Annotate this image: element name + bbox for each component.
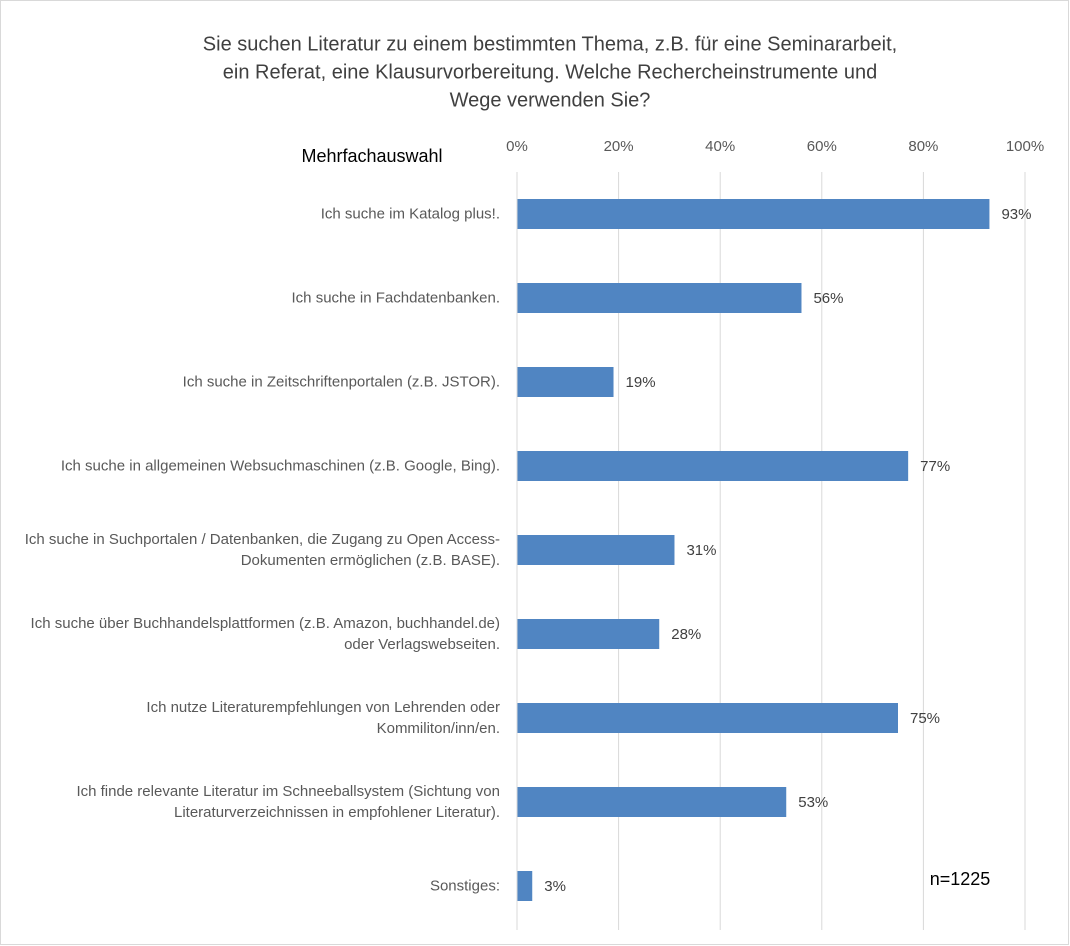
- value-label: 53%: [798, 794, 828, 811]
- category-label: Ich suche in Zeitschriftenportalen (z.B.…: [182, 373, 500, 391]
- subtitle: Mehrfachauswahl: [301, 146, 442, 166]
- category-label: Ich suche im Katalog plus!.: [320, 205, 500, 223]
- category-label: Sonstiges:: [429, 877, 500, 895]
- bar: [517, 199, 990, 229]
- x-tick-label: 0%: [506, 138, 528, 155]
- category-label: Ich suche über Buchhandelsplattformen (z…: [30, 615, 500, 653]
- x-tick-label: 100%: [1006, 138, 1044, 155]
- x-tick-label: 80%: [908, 138, 938, 155]
- bar: [517, 619, 660, 649]
- chart-title: Sie suchen Literatur zu einem bestimmten…: [203, 33, 897, 55]
- category-label: Ich suche in Suchportalen / Datenbanken,…: [24, 531, 500, 569]
- chart-title: ein Referat, eine Klausurvorbereitung. W…: [223, 61, 877, 83]
- value-label: 19%: [626, 374, 656, 391]
- bar: [517, 367, 614, 397]
- bar: [517, 787, 787, 817]
- category-label: Ich suche in Fachdatenbanken.: [291, 289, 500, 307]
- category-label: Ich nutze Literaturempfehlungen von Lehr…: [146, 699, 500, 737]
- chart-title: Wege verwenden Sie?: [450, 89, 651, 111]
- value-label: 31%: [686, 542, 716, 559]
- value-label: 77%: [920, 458, 950, 475]
- bar: [517, 703, 898, 733]
- bar: [517, 871, 533, 901]
- x-tick-label: 40%: [705, 138, 735, 155]
- x-tick-label: 20%: [604, 138, 634, 155]
- bar: [517, 283, 802, 313]
- value-label: 75%: [910, 710, 940, 727]
- value-label: 3%: [544, 878, 566, 895]
- x-tick-label: 60%: [807, 138, 837, 155]
- value-label: 56%: [813, 290, 843, 307]
- category-label: Ich finde relevante Literatur im Schneeb…: [76, 783, 500, 821]
- category-label: Ich suche in allgemeinen Websuchmaschine…: [60, 457, 500, 475]
- value-label: 28%: [671, 626, 701, 643]
- annotation: n=1225: [930, 869, 991, 889]
- bar: [517, 451, 909, 481]
- bar: [517, 535, 675, 565]
- value-label: 93%: [1001, 206, 1031, 223]
